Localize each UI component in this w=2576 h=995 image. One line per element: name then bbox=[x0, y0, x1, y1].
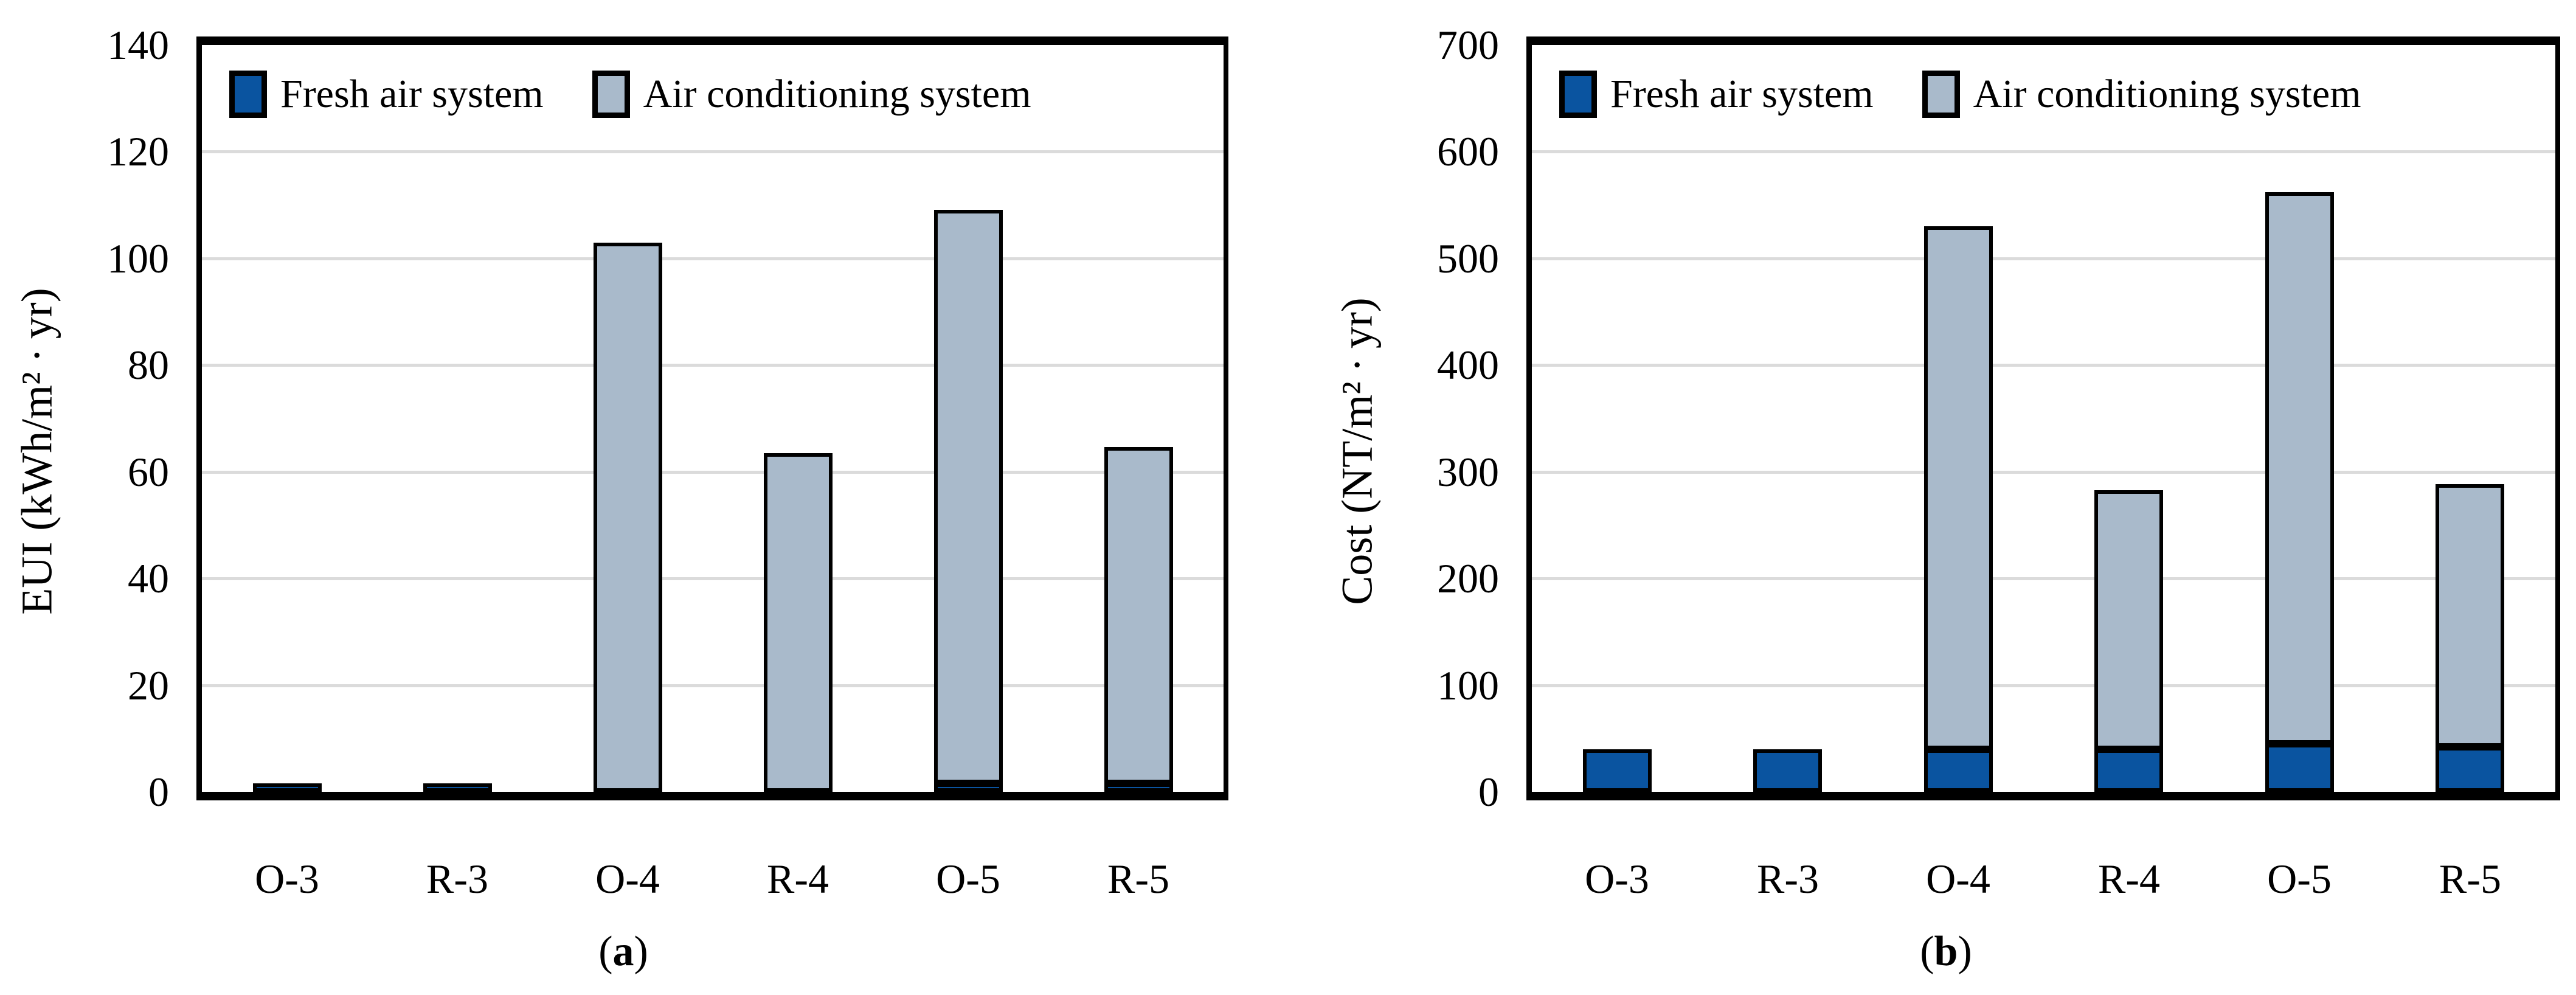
bar-r-5-fresh-air bbox=[1104, 783, 1173, 792]
gridline-y-100 bbox=[1532, 684, 2555, 687]
bar-r-5-air-conditioning bbox=[2436, 484, 2504, 747]
legend-label-fresh-air: Fresh air system bbox=[280, 72, 544, 116]
x-tick-label-r-5: R-5 bbox=[1107, 856, 1169, 902]
bar-o-5-air-conditioning bbox=[2265, 192, 2334, 744]
legend-label-air-conditioning: Air conditioning system bbox=[1973, 72, 2361, 116]
caption-a-letter: a bbox=[612, 928, 634, 975]
gridline-y-120 bbox=[202, 150, 1224, 153]
bar-r-4-air-conditioning bbox=[764, 453, 833, 792]
y-tick-label-700: 700 bbox=[1437, 22, 1499, 68]
y-tick-label-140: 140 bbox=[107, 22, 169, 68]
x-tick-label-r-3: R-3 bbox=[1757, 856, 1819, 902]
x-tick-label-r-5: R-5 bbox=[2439, 856, 2501, 902]
y-tick-label-80: 80 bbox=[128, 342, 169, 388]
caption-b-open-paren: ( bbox=[1920, 928, 1934, 975]
plot-area-chart-a: Fresh air system Air conditioning system bbox=[196, 36, 1228, 800]
gridline-y-300 bbox=[1532, 471, 2555, 474]
bar-o-5-fresh-air bbox=[2265, 744, 2334, 792]
y-tick-label-400: 400 bbox=[1437, 342, 1499, 388]
legend-item-fresh-air: Fresh air system bbox=[1559, 71, 1874, 118]
bar-r-4-fresh-air bbox=[2094, 749, 2163, 792]
plot-inner-chart-a bbox=[202, 45, 1224, 792]
caption-b-letter: b bbox=[1934, 928, 1958, 975]
plot-inner-chart-b bbox=[1532, 45, 2555, 792]
gridline-y-60 bbox=[202, 471, 1224, 474]
gridline-y-400 bbox=[1532, 364, 2555, 367]
y-tick-label-300: 300 bbox=[1437, 449, 1499, 495]
x-tick-label-r-4: R-4 bbox=[2098, 856, 2160, 902]
air-conditioning-swatch-icon bbox=[1922, 71, 1960, 118]
x-tick-label-o-5: O-5 bbox=[936, 856, 1000, 902]
x-tick-label-o-4: O-4 bbox=[1926, 856, 1990, 902]
bar-r-5-air-conditioning bbox=[1104, 447, 1173, 783]
y-tick-label-120: 120 bbox=[107, 128, 169, 175]
legend-label-fresh-air: Fresh air system bbox=[1610, 72, 1874, 116]
bar-o-5-air-conditioning bbox=[934, 210, 1003, 783]
bar-o-4-fresh-air bbox=[1924, 749, 1993, 792]
y-tick-label-40: 40 bbox=[128, 555, 169, 602]
bar-r-3-fresh-air bbox=[423, 783, 492, 792]
x-tick-label-o-3: O-3 bbox=[1585, 856, 1649, 902]
bar-o-3-fresh-air bbox=[1583, 749, 1652, 792]
caption-a-open-paren: ( bbox=[598, 928, 613, 975]
y-tick-label-0: 0 bbox=[148, 769, 169, 815]
bar-o-4-air-conditioning bbox=[1924, 226, 1993, 749]
y-tick-label-20: 20 bbox=[128, 662, 169, 709]
y-tick-label-100: 100 bbox=[1437, 662, 1499, 709]
y-tick-label-500: 500 bbox=[1437, 235, 1499, 282]
y-tick-label-600: 600 bbox=[1437, 128, 1499, 175]
plot-area-chart-b: Fresh air system Air conditioning system bbox=[1526, 36, 2560, 800]
caption-chart-b: (b) bbox=[1867, 924, 2025, 979]
x-tick-label-r-4: R-4 bbox=[767, 856, 829, 902]
gridline-y-500 bbox=[1532, 257, 2555, 260]
caption-chart-a: (a) bbox=[544, 924, 702, 979]
gridline-y-600 bbox=[1532, 150, 2555, 153]
y-tick-label-60: 60 bbox=[128, 449, 169, 495]
gridline-y-40 bbox=[202, 577, 1224, 580]
bar-o-5-fresh-air bbox=[934, 783, 1003, 792]
x-tick-label-o-5: O-5 bbox=[2267, 856, 2332, 902]
gridline-y-100 bbox=[202, 257, 1224, 260]
bar-o-4-air-conditioning bbox=[594, 243, 662, 792]
legend-item-air-conditioning: Air conditioning system bbox=[1922, 71, 2361, 118]
fresh-air-swatch-icon bbox=[1559, 71, 1597, 118]
caption-b-close-paren: ) bbox=[1958, 928, 1972, 975]
legend-chart-a: Fresh air system Air conditioning system bbox=[229, 71, 1031, 118]
x-tick-label-o-3: O-3 bbox=[255, 856, 319, 902]
y-tick-label-200: 200 bbox=[1437, 555, 1499, 602]
legend-item-air-conditioning: Air conditioning system bbox=[592, 71, 1031, 118]
x-tick-label-r-3: R-3 bbox=[426, 856, 488, 902]
gridline-y-20 bbox=[202, 684, 1224, 687]
legend-item-fresh-air: Fresh air system bbox=[229, 71, 544, 118]
bar-r-3-fresh-air bbox=[1753, 749, 1822, 792]
bar-r-4-air-conditioning bbox=[2094, 490, 2163, 749]
gridline-y-200 bbox=[1532, 577, 2555, 580]
bar-o-3-fresh-air bbox=[253, 783, 322, 792]
x-tick-label-o-4: O-4 bbox=[595, 856, 660, 902]
y-tick-label-0: 0 bbox=[1478, 769, 1499, 815]
fresh-air-swatch-icon bbox=[229, 71, 267, 118]
legend-chart-b: Fresh air system Air conditioning system bbox=[1559, 71, 2361, 118]
caption-a-close-paren: ) bbox=[634, 928, 648, 975]
y-tick-label-100: 100 bbox=[107, 235, 169, 282]
gridline-y-80 bbox=[202, 364, 1224, 367]
bar-r-5-fresh-air bbox=[2436, 747, 2504, 792]
air-conditioning-swatch-icon bbox=[592, 71, 630, 118]
legend-label-air-conditioning: Air conditioning system bbox=[643, 72, 1031, 116]
